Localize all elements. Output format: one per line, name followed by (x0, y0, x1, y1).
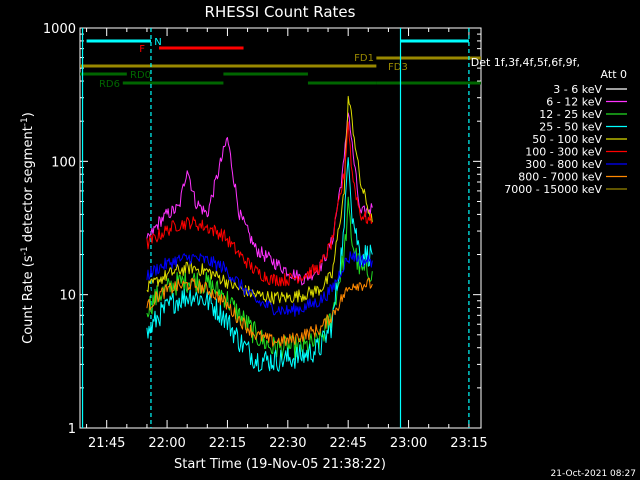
y-tick-label: 1000 (43, 22, 76, 37)
status-bar-label: RD0 (130, 70, 151, 81)
legend-entry-label: 300 - 800 keV (525, 158, 602, 171)
series-line (146, 121, 373, 287)
footer-timestamp: 21-Oct-2021 08:27 (551, 469, 636, 479)
status-bar-label: RD6 (99, 79, 120, 90)
legend-entry-label: 7000 - 15000 keV (504, 183, 602, 196)
status-bar-label: FD1 (354, 53, 374, 64)
legend-entry-label: 800 - 7000 keV (518, 171, 602, 184)
status-bar-label: F (139, 44, 145, 55)
y-axis-label: Count Rate (s-1 detector segment-1) (20, 112, 36, 344)
legend-entry-label: 50 - 100 keV (532, 133, 602, 146)
status-bar-label: FD3 (388, 62, 408, 73)
legend-entry-label: 100 - 300 keV (525, 146, 602, 159)
x-tick-label: 22:45 (329, 436, 366, 451)
legend-entry-label: 25 - 50 keV (539, 121, 602, 134)
chart-title: RHESSI Count Rates (205, 3, 356, 21)
time-markers (81, 28, 470, 428)
y-tick-label: 10 (59, 289, 76, 304)
x-tick-label: 22:15 (209, 436, 246, 451)
series-line (146, 95, 373, 305)
x-axis: 21:45 22:00 22:15 22:30 22:45 23:00 23:15 (86, 28, 488, 451)
series-line (146, 157, 373, 372)
x-tick-label: 23:15 (450, 436, 487, 451)
y-tick-label: 1 (68, 422, 76, 437)
legend-entry-label: 6 - 12 keV (546, 96, 602, 109)
series-line (146, 277, 373, 347)
x-axis-label: Start Time (19-Nov-05 21:38:22) (174, 457, 386, 472)
series-lines (146, 95, 373, 372)
status-bars: NF FD1 FD3 RD0 RD6 (80, 37, 481, 90)
x-tick-label: 22:30 (269, 436, 306, 451)
x-tick-label: 22:00 (148, 436, 185, 451)
plot-frame (79, 27, 482, 429)
x-tick-label: 23:00 (390, 436, 427, 451)
y-tick-label: 100 (51, 155, 76, 170)
legend-entry-label: 12 - 25 keV (539, 108, 602, 121)
y-axis: 1 10 100 1000 (43, 22, 481, 437)
legend: Det 1f,3f,4f,5f,6f,9f, Att 0 3 - 6 keV6 … (471, 56, 627, 196)
legend-header-line2: Att 0 (601, 68, 627, 81)
legend-header-line1: Det 1f,3f,4f,5f,6f,9f, (471, 56, 580, 69)
series-line (146, 251, 373, 317)
status-bar-label: N (154, 37, 161, 48)
legend-entry-label: 3 - 6 keV (553, 83, 602, 96)
x-tick-label: 21:45 (88, 436, 125, 451)
